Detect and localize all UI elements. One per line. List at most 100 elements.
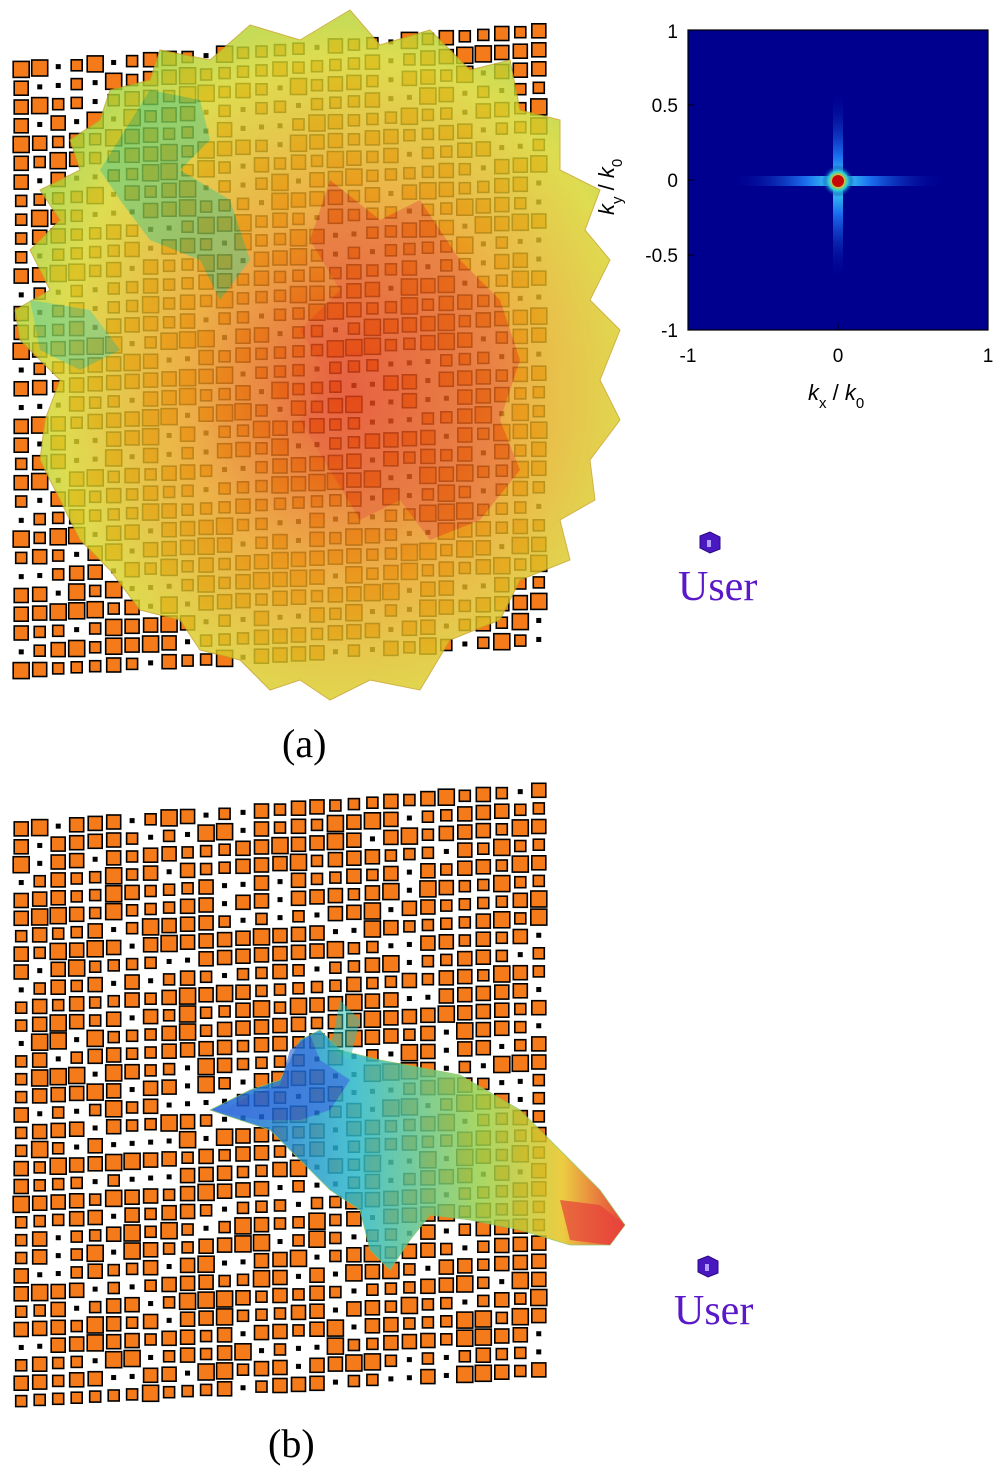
unit-cell bbox=[68, 834, 85, 851]
unit-cell bbox=[272, 1161, 288, 1178]
unit-cell bbox=[31, 379, 48, 396]
unit-cell bbox=[87, 815, 103, 832]
unit-cell bbox=[406, 815, 412, 821]
unit-cell bbox=[199, 1329, 213, 1343]
unit-cell bbox=[438, 825, 455, 842]
unit-cell bbox=[166, 1174, 172, 1180]
unit-cell bbox=[458, 916, 472, 929]
unit-cell bbox=[511, 855, 530, 873]
unit-cell bbox=[87, 1209, 103, 1226]
y-tick-neg0.5: -0.5 bbox=[645, 246, 678, 267]
unit-cell bbox=[476, 1276, 490, 1290]
unit-cell bbox=[197, 824, 215, 842]
unit-cell bbox=[199, 862, 213, 876]
unit-cell bbox=[105, 1226, 122, 1242]
unit-cell bbox=[92, 99, 98, 105]
unit-cell bbox=[70, 77, 83, 91]
unit-cell bbox=[199, 1024, 213, 1037]
unit-cell bbox=[50, 1319, 67, 1336]
unit-cell bbox=[458, 1060, 472, 1074]
unit-cell bbox=[363, 902, 382, 920]
unit-cell bbox=[123, 1152, 141, 1171]
unit-cell bbox=[513, 839, 527, 853]
unit-cell bbox=[31, 135, 48, 151]
unit-cell bbox=[255, 1308, 268, 1321]
unit-cell bbox=[455, 1275, 474, 1293]
unit-cell bbox=[68, 1157, 85, 1173]
unit-cell bbox=[124, 1063, 140, 1080]
unit-cell bbox=[310, 854, 324, 868]
unit-cell bbox=[439, 1296, 453, 1310]
unit-cell bbox=[162, 901, 176, 914]
unit-cell bbox=[160, 1114, 178, 1132]
unit-cell bbox=[511, 1054, 530, 1073]
unit-cell bbox=[439, 917, 453, 931]
unit-cell bbox=[161, 1330, 177, 1347]
unit-cell bbox=[67, 583, 86, 601]
unit-cell bbox=[31, 1088, 48, 1104]
unit-cell bbox=[476, 896, 490, 910]
unit-cell bbox=[50, 115, 67, 131]
unit-cell bbox=[216, 1237, 233, 1253]
unit-cell bbox=[512, 594, 529, 611]
unit-cell bbox=[218, 915, 231, 928]
unit-cell bbox=[495, 786, 509, 800]
unit-cell bbox=[87, 564, 103, 580]
unit-cell bbox=[141, 635, 160, 653]
unit-cell bbox=[87, 1263, 103, 1279]
unit-cell bbox=[255, 966, 268, 980]
unit-cell bbox=[222, 1260, 228, 1266]
unit-cell bbox=[107, 602, 120, 615]
unit-cell bbox=[14, 1251, 28, 1265]
unit-cell bbox=[129, 943, 135, 949]
unit-cell bbox=[14, 232, 28, 245]
unit-cell bbox=[495, 1347, 509, 1361]
unit-cell bbox=[456, 860, 473, 877]
unit-cell bbox=[88, 659, 102, 673]
unit-cell bbox=[511, 612, 530, 631]
unit-cell bbox=[70, 660, 83, 674]
unit-cell bbox=[181, 846, 194, 859]
unit-cell bbox=[240, 1331, 246, 1337]
unit-cell bbox=[14, 1090, 28, 1104]
unit-cell bbox=[474, 1364, 493, 1383]
unit-cell bbox=[30, 1283, 49, 1302]
unit-cell bbox=[218, 1274, 231, 1288]
unit-cell bbox=[92, 1179, 98, 1185]
unit-cell bbox=[203, 1225, 209, 1231]
unit-cell bbox=[530, 1307, 547, 1324]
unit-cell bbox=[476, 28, 490, 42]
unit-cell bbox=[383, 919, 399, 936]
unit-cell bbox=[277, 915, 283, 921]
unit-cell bbox=[125, 1047, 139, 1060]
unit-cell bbox=[517, 952, 523, 958]
unit-cell bbox=[345, 1264, 363, 1282]
unit-cell bbox=[314, 912, 320, 918]
unit-cell bbox=[50, 1122, 67, 1139]
unit-cell bbox=[419, 880, 437, 898]
unit-cell bbox=[346, 1301, 362, 1317]
unit-cell bbox=[13, 1160, 29, 1177]
unit-cell bbox=[68, 1193, 85, 1209]
unit-cell bbox=[456, 842, 473, 858]
unit-cell bbox=[532, 838, 546, 852]
unit-cell bbox=[107, 959, 120, 972]
unit-cell bbox=[88, 622, 102, 635]
unit-cell bbox=[388, 1376, 394, 1382]
unit-cell bbox=[50, 641, 67, 658]
unit-cell bbox=[345, 1354, 363, 1372]
unit-cell bbox=[295, 1273, 301, 1279]
unit-cell bbox=[401, 972, 418, 989]
unit-cell bbox=[88, 640, 102, 654]
unit-cell bbox=[253, 803, 270, 819]
unit-cell bbox=[162, 1350, 176, 1363]
unit-cell bbox=[295, 1345, 301, 1351]
unit-cell bbox=[458, 897, 472, 911]
unit-cell bbox=[235, 1146, 251, 1162]
unit-cell bbox=[314, 966, 320, 972]
unit-cell bbox=[161, 917, 177, 934]
unit-cell bbox=[332, 1379, 338, 1385]
unit-cell bbox=[144, 884, 157, 898]
unit-cell bbox=[495, 931, 509, 945]
unit-cell bbox=[530, 1362, 547, 1378]
